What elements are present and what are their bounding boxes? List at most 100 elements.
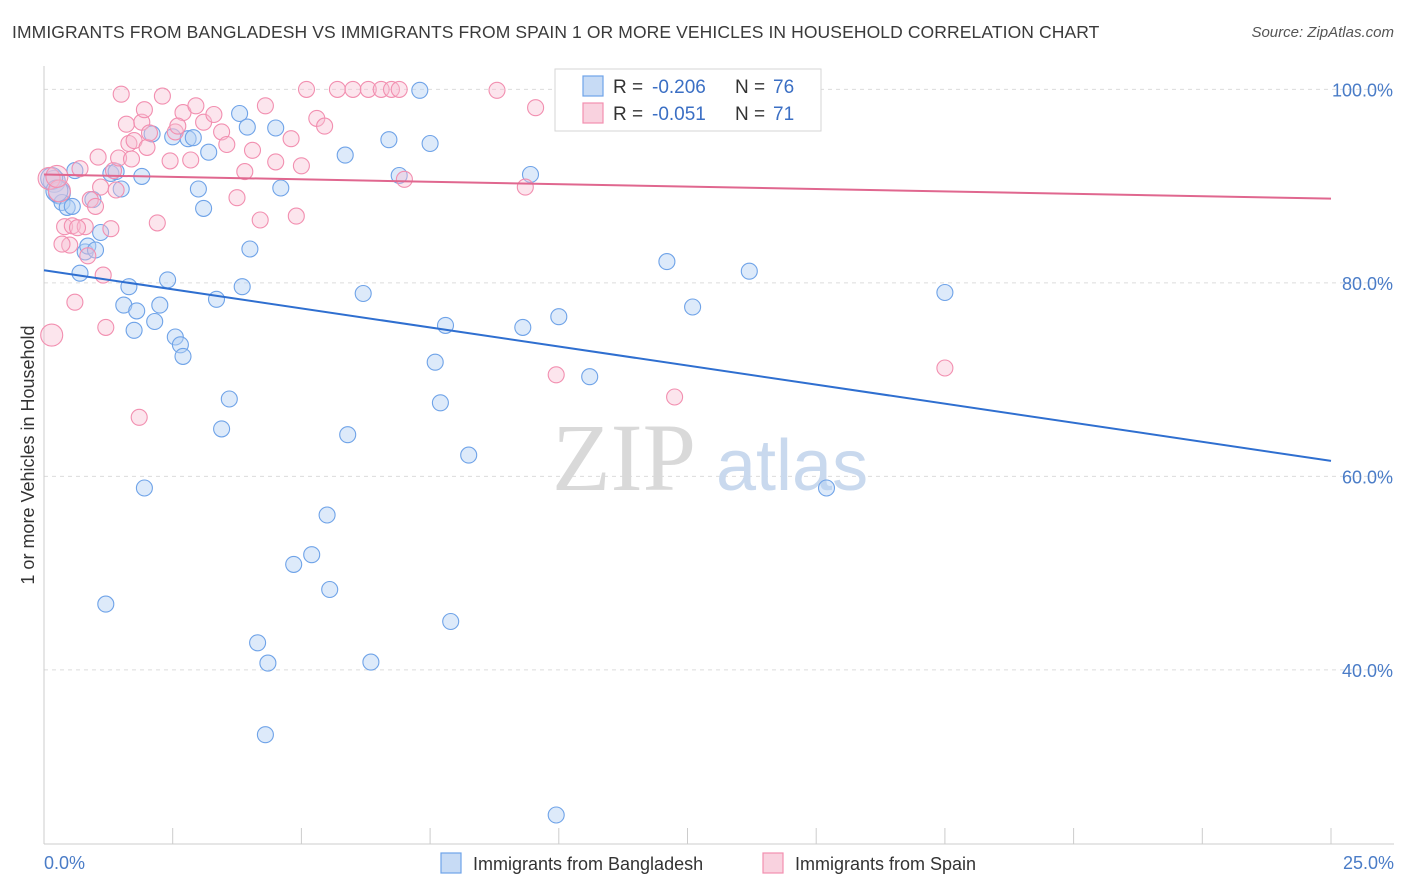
point-spain (40, 323, 64, 347)
point-spain (182, 151, 200, 169)
point-bangladesh (740, 262, 758, 280)
point-bangladesh (233, 278, 251, 296)
point-spain (236, 163, 254, 181)
point-bangladesh (92, 223, 110, 242)
point-bangladesh (321, 580, 339, 599)
point-bangladesh (97, 595, 115, 613)
point-spain (390, 80, 408, 98)
point-spain (148, 214, 166, 232)
point-bangladesh (256, 726, 274, 744)
point-bangladesh (79, 237, 97, 255)
point-spain (228, 189, 246, 207)
point-bangladesh (238, 118, 256, 136)
point-spain (328, 80, 346, 98)
bottom-legend-label-bangladesh: Immigrants from Bangladesh (473, 854, 703, 874)
trend-line-spain (43, 173, 1332, 200)
point-spain (53, 235, 71, 253)
point-bangladesh (460, 446, 478, 464)
point-spain (112, 85, 130, 103)
point-bangladesh (159, 271, 177, 289)
point-spain (267, 153, 285, 171)
point-bangladesh (53, 193, 71, 212)
y-tick-label: 80.0% (1342, 274, 1393, 294)
bottom-legend-swatch-bangladesh (440, 852, 462, 874)
point-bangladesh (128, 302, 146, 320)
point-bangladesh (521, 165, 540, 184)
point-spain (110, 149, 128, 167)
y-tick-labels: 40.0% 60.0% 80.0% 100.0% (1332, 80, 1393, 681)
point-spain (488, 81, 506, 99)
point-bangladesh (151, 296, 169, 314)
watermark: ZIP atlas (552, 404, 868, 511)
legend-n-label-2: N = (735, 104, 765, 125)
point-bangladesh (125, 321, 143, 339)
y-axis-title: 1 or more Vehicles in Household (18, 325, 38, 584)
point-bangladesh (318, 506, 336, 524)
legend-n-value-1: 76 (773, 77, 794, 98)
point-bangladesh (936, 283, 954, 302)
point-bangladesh (303, 546, 321, 564)
point-bangladesh (146, 312, 164, 331)
point-spain (47, 179, 71, 203)
point-spain (102, 220, 120, 238)
point-bangladesh (421, 134, 439, 153)
point-spain (205, 105, 223, 124)
point-spain (666, 388, 684, 406)
point-spain (936, 359, 954, 377)
point-spain (37, 166, 61, 190)
axes (43, 66, 1394, 845)
point-bangladesh (442, 612, 460, 631)
point-spain (135, 101, 153, 119)
point-bangladesh (354, 284, 372, 303)
point-spain (251, 211, 269, 229)
point-spain (79, 247, 97, 265)
point-spain (292, 157, 310, 175)
y-tick-label: 60.0% (1342, 467, 1393, 487)
point-spain (282, 130, 300, 148)
point-bangladesh (362, 653, 380, 671)
point-bangladesh (195, 199, 213, 217)
source-credit: Source: ZipAtlas.com (1251, 24, 1394, 41)
point-bangladesh (658, 253, 676, 271)
point-bangladesh (339, 426, 357, 444)
point-bangladesh (71, 264, 89, 282)
watermark-atlas: atlas (716, 426, 868, 506)
point-bangladesh (207, 290, 226, 308)
point-spain (68, 219, 87, 237)
point-bangladesh (63, 197, 81, 215)
y-tick-label: 40.0% (1342, 661, 1393, 681)
legend-r-label-2: R = (613, 104, 643, 125)
point-bangladesh (684, 298, 702, 316)
legend-n-value-2: 71 (773, 104, 794, 125)
point-spain (161, 152, 179, 170)
point-spain (107, 181, 125, 199)
point-spain (92, 178, 110, 196)
bottom-legend: Immigrants from Bangladesh Immigrants fr… (440, 852, 976, 874)
point-spain (218, 135, 236, 154)
point-bangladesh (547, 806, 565, 824)
point-spain (117, 115, 135, 133)
chart-title: IMMIGRANTS FROM BANGLADESH VS IMMIGRANTS… (12, 22, 1100, 42)
point-bangladesh (817, 479, 836, 497)
point-bangladesh (249, 634, 267, 652)
bottom-legend-swatch-spain (762, 852, 784, 874)
point-bangladesh (411, 81, 429, 99)
legend-n-label-1: N = (735, 77, 765, 98)
point-spain (104, 162, 123, 180)
legend-r-value-2: -0.051 (652, 104, 706, 125)
point-spain (66, 293, 84, 311)
point-spain (81, 191, 99, 209)
point-bangladesh (336, 146, 354, 164)
point-spain (316, 117, 334, 135)
point-bangladesh (184, 129, 202, 147)
point-spain (130, 408, 148, 426)
point-bangladesh (200, 143, 218, 161)
legend-swatch-spain (582, 102, 604, 124)
point-bangladesh (174, 347, 192, 365)
point-bangladesh (135, 479, 153, 497)
data-points (37, 80, 954, 824)
point-spain (547, 366, 565, 384)
point-spain (187, 97, 205, 115)
legend-r-value-1: -0.206 (652, 77, 706, 98)
